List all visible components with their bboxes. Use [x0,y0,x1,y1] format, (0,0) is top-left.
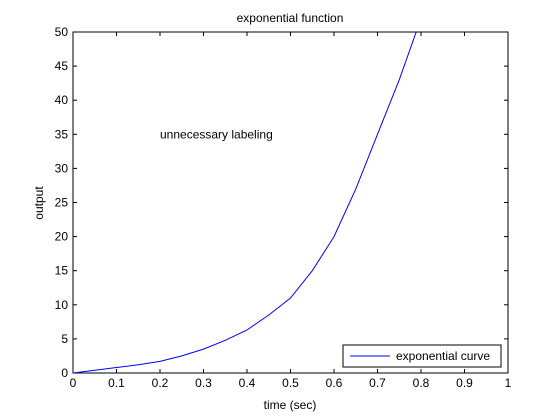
x-tick-label: 0.3 [195,376,212,390]
y-tick-label: 10 [55,298,69,312]
x-tick-label: 0.9 [456,376,473,390]
x-tick-label: 1 [505,376,512,390]
chart-title: exponential function [237,11,344,25]
x-tick-label: 0.2 [152,376,169,390]
legend-entry: exponential curve [396,349,490,363]
y-axis: 0 5 10 15 20 25 30 35 40 45 50 [55,25,508,380]
x-axis-label: time (sec) [264,398,317,412]
y-tick-label: 35 [55,127,69,141]
y-tick-label: 5 [61,332,68,346]
legend: exponential curve [342,344,502,368]
y-tick-label: 15 [55,264,69,278]
y-tick-label: 45 [55,59,69,73]
y-tick-label: 25 [55,196,69,210]
x-tick-label: 0.1 [108,376,125,390]
series-layer [73,32,417,373]
plot-area [72,31,509,374]
y-tick-label: 20 [55,230,69,244]
y-axis-label: output [32,186,46,220]
y-tick-label: 50 [55,25,69,39]
y-tick-label: 0 [61,366,68,380]
series-line-exponential-curve [73,32,417,373]
legend-box [342,344,502,368]
annotation-label: unnecessary labeling [160,127,273,141]
y-tick-label: 30 [55,161,69,175]
x-tick-label: 0.4 [239,376,256,390]
x-tick-label: 0.6 [326,376,343,390]
x-tick-label: 0.7 [369,376,386,390]
x-tick-label: 0 [70,376,77,390]
x-tick-label: 0.5 [282,376,299,390]
y-tick-label: 40 [55,93,69,107]
x-axis: 0 0.1 0.2 0.3 0.4 0.5 0.6 0.7 0.8 0.9 1 [70,32,512,390]
x-tick-label: 0.8 [413,376,430,390]
